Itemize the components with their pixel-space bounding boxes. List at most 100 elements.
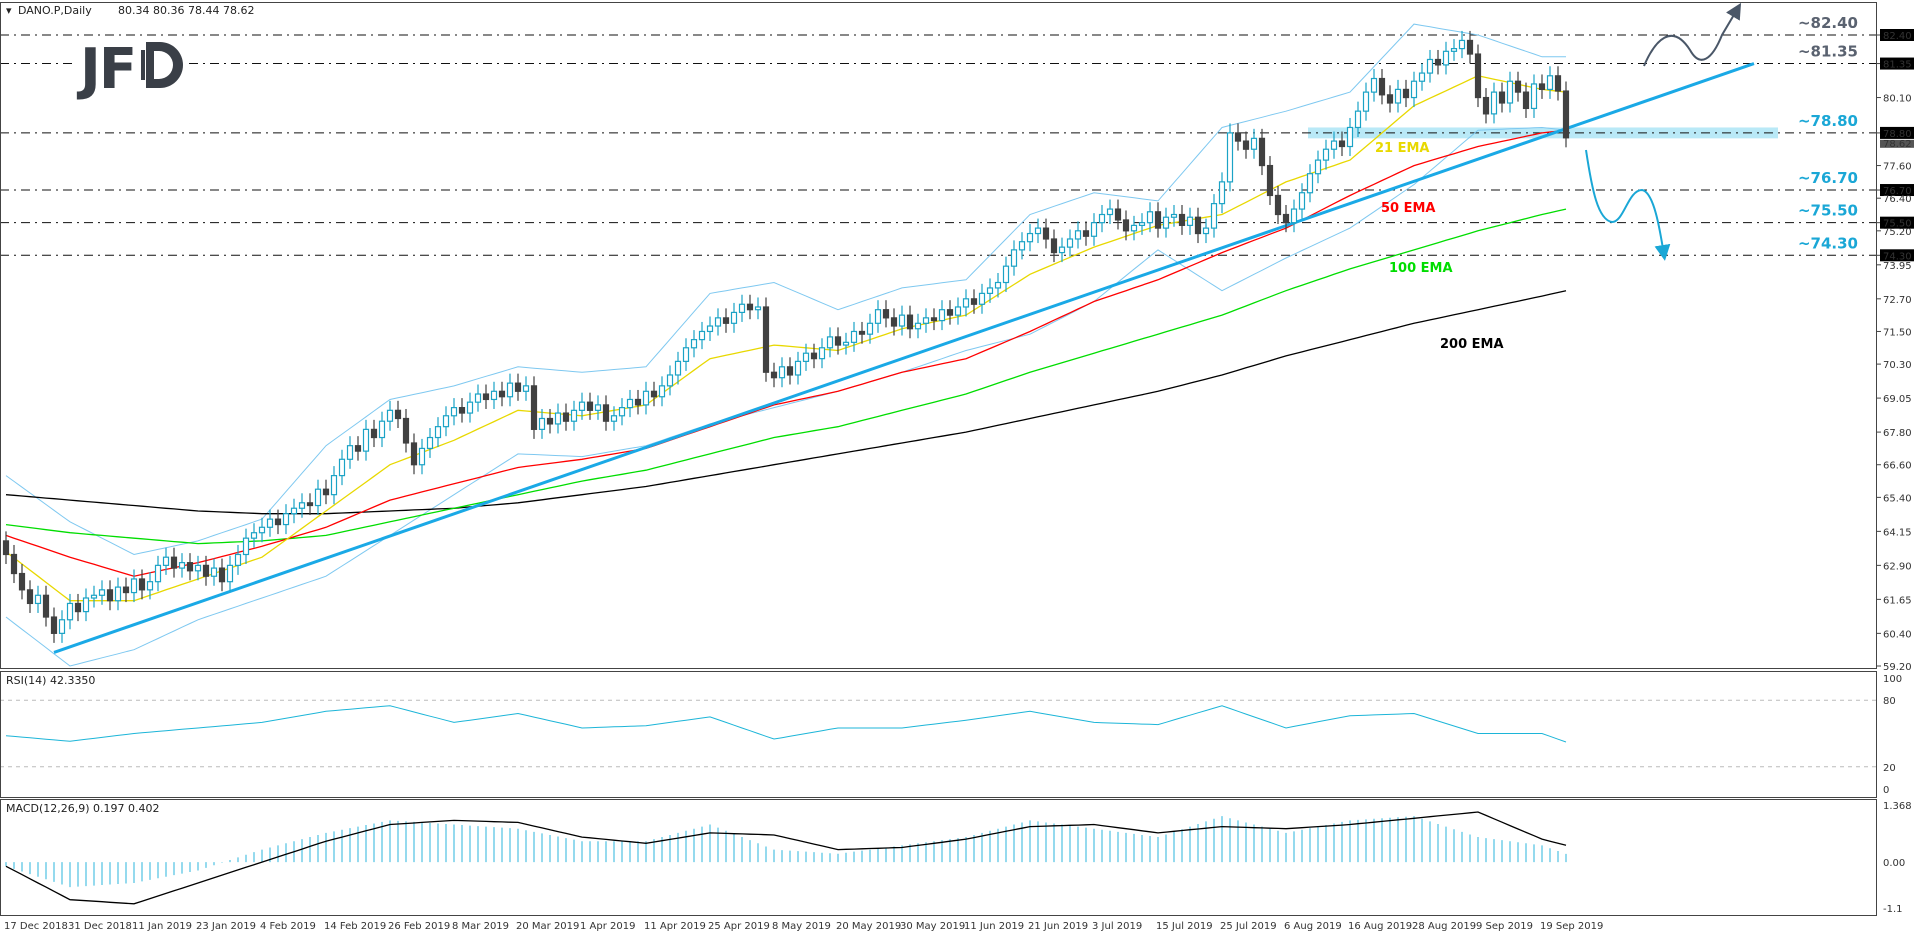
x-tick-label: 19 Sep 2019	[1540, 921, 1603, 932]
candle	[818, 347, 826, 360]
x-tick-label: 30 May 2019	[900, 921, 965, 932]
candle	[682, 347, 690, 362]
candle	[1202, 227, 1210, 235]
x-tick-label: 11 Jan 2019	[132, 921, 192, 932]
candle	[538, 417, 546, 430]
macd-tick-label: 0.00	[1883, 858, 1905, 869]
y-tick-label: 77.60	[1883, 162, 1912, 173]
ema200-line	[5, 290, 1567, 515]
candle	[570, 409, 578, 422]
candle	[1146, 211, 1154, 224]
candle	[274, 518, 282, 526]
candle	[354, 445, 362, 452]
y-tick-label: 81.35	[1883, 60, 1912, 71]
candle	[642, 390, 650, 406]
macd-signal-line	[5, 811, 1567, 905]
x-tick-label: 23 Jan 2019	[196, 921, 256, 932]
x-tick-label: 20 May 2019	[836, 921, 901, 932]
candle	[442, 415, 450, 428]
y-tick-label: 66.60	[1883, 461, 1912, 472]
candle	[1362, 91, 1370, 112]
candle	[1178, 213, 1186, 226]
candle	[1402, 88, 1410, 99]
bearish-scenario-arrow	[1585, 149, 1671, 261]
candle	[74, 602, 82, 613]
candle	[706, 325, 714, 333]
candle	[98, 589, 106, 596]
y-tick-label: 75.20	[1883, 227, 1912, 238]
candle	[1306, 173, 1314, 194]
jfd-logo: JF	[72, 37, 188, 102]
candle	[418, 447, 426, 466]
macd-tick-label: 1.368	[1883, 801, 1912, 812]
candle	[554, 412, 562, 425]
candle	[890, 317, 898, 327]
x-tick-label: 21 Jun 2019	[1028, 921, 1088, 932]
y-tick-label: 75.50	[1883, 219, 1912, 230]
candle	[130, 578, 138, 594]
candle	[986, 287, 994, 294]
candle	[690, 339, 698, 349]
candle	[1354, 110, 1362, 129]
candle	[1482, 96, 1490, 115]
ema21-line	[5, 75, 1567, 602]
candle	[1298, 192, 1306, 210]
candle	[90, 594, 98, 599]
candle	[394, 409, 402, 420]
last-price-label: 78.62	[1883, 139, 1912, 150]
candle	[1002, 265, 1010, 284]
candle	[306, 502, 314, 507]
candle	[922, 317, 930, 324]
candle	[1242, 140, 1250, 150]
candle	[1210, 203, 1218, 229]
candle	[1090, 222, 1098, 237]
candle	[1050, 238, 1058, 254]
candle	[1458, 39, 1466, 50]
candle	[634, 398, 642, 406]
candle	[994, 281, 1002, 289]
y-tick-label: 59.20	[1883, 662, 1912, 673]
candle	[1154, 211, 1162, 229]
candle	[1194, 216, 1202, 235]
candle	[26, 589, 34, 605]
chart-menu-triangle-icon[interactable]: ▾	[6, 4, 12, 17]
candle	[1450, 47, 1458, 52]
candle	[1346, 126, 1354, 148]
y-tick-label: 71.50	[1883, 327, 1912, 338]
candle	[522, 385, 530, 392]
x-tick-label: 11 Jun 2019	[964, 921, 1024, 932]
candle	[466, 401, 474, 414]
candle	[962, 298, 970, 308]
bollinger-upper	[5, 23, 1566, 556]
level-label: ~82.40	[1798, 14, 1858, 32]
candle	[1322, 148, 1330, 161]
candle	[146, 581, 154, 591]
candle	[298, 502, 306, 509]
x-tick-label: 8 Mar 2019	[452, 921, 509, 932]
candle	[362, 428, 370, 452]
candle	[930, 317, 938, 322]
candle	[218, 567, 226, 583]
candle	[1378, 77, 1386, 96]
ohlc-readout: 80.34 80.36 78.44 78.62	[118, 4, 254, 17]
x-tick-label: 3 Jul 2019	[1092, 921, 1142, 932]
y-tick-label: 65.40	[1883, 493, 1912, 504]
candle	[1066, 238, 1074, 248]
price-highlight-badge	[1880, 29, 1914, 41]
candle	[1498, 91, 1506, 104]
candle	[834, 336, 842, 346]
candle	[1530, 83, 1538, 110]
candle	[1418, 72, 1426, 82]
candle	[410, 442, 418, 466]
candle	[1546, 75, 1554, 90]
candle	[1106, 208, 1114, 216]
candle	[290, 507, 298, 515]
candle	[914, 322, 922, 330]
price-highlight-badge	[1880, 249, 1914, 262]
y-tick-label: 67.80	[1883, 428, 1912, 439]
x-tick-label: 4 Feb 2019	[260, 921, 316, 932]
candle	[42, 594, 50, 618]
x-tick-label: 20 Mar 2019	[516, 921, 579, 932]
candle	[178, 562, 186, 569]
